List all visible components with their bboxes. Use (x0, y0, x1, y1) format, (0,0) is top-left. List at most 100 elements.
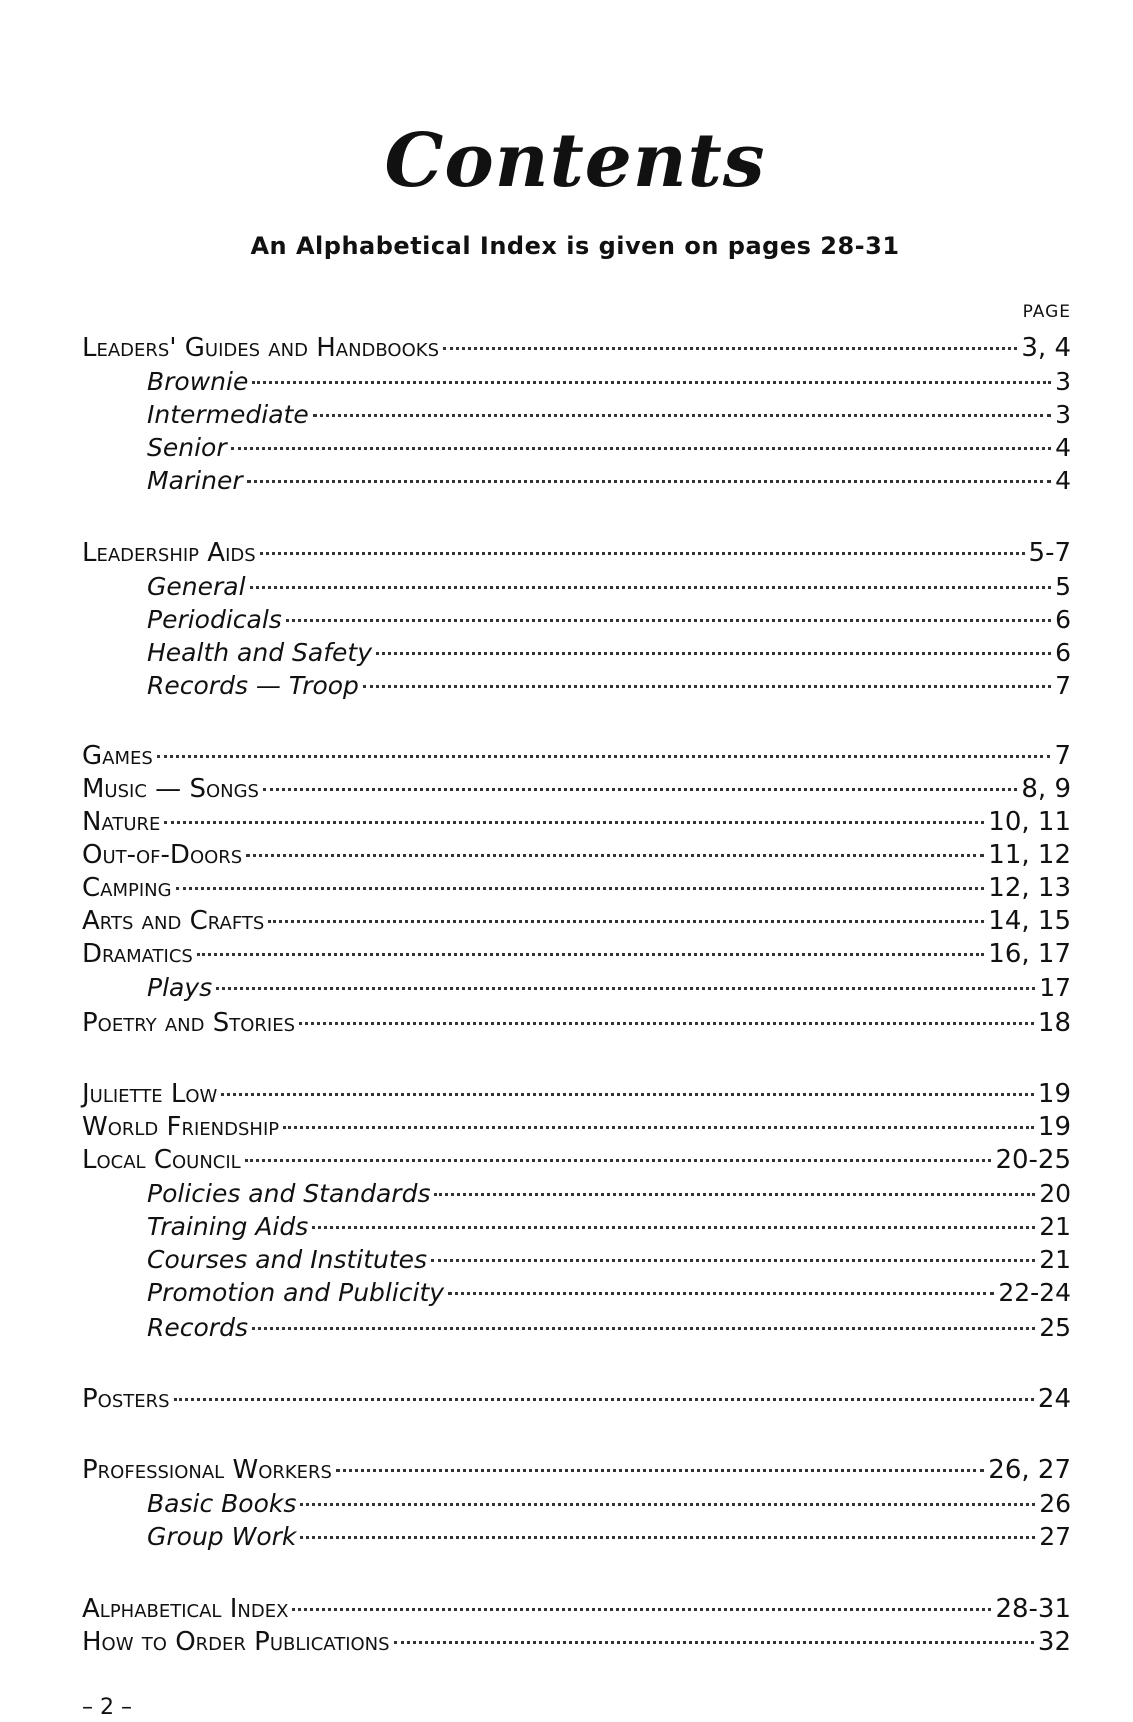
toc-entry-page: 26 (1039, 1489, 1071, 1519)
toc-entry: Local Council 20-25 (82, 1144, 1071, 1177)
toc-entry-page: 21 (1039, 1212, 1071, 1241)
toc-entry-page: 12, 13 (988, 873, 1071, 904)
toc-entry-page: 24 (1037, 1383, 1071, 1414)
toc-entry: Leadership Aids 5-7 (82, 537, 1071, 570)
toc-entry: Basic Books 26 (147, 1487, 1071, 1520)
dot-leader (173, 1397, 1034, 1401)
toc-entry: Courses and Institutes 21 (147, 1243, 1071, 1276)
toc-entry-page: 20-25 (995, 1145, 1071, 1175)
dot-leader (285, 618, 1052, 622)
toc-entry: Records 25 (147, 1311, 1071, 1344)
dot-leader (312, 1226, 1036, 1229)
toc-entry-label: Policies and Standards (147, 1179, 431, 1208)
toc-entry-label: World Friendship (82, 1112, 280, 1142)
toc-entry-label: Out-of-Doors (82, 840, 243, 871)
dot-leader (164, 821, 985, 825)
toc-entry-page: 27 (1039, 1522, 1071, 1552)
toc-entry-page: 3 (1055, 400, 1071, 430)
toc-entry-page: 8, 9 (1021, 774, 1071, 805)
toc-entry-label: Intermediate (147, 400, 309, 430)
toc-entry-label: Camping (82, 873, 172, 904)
page-number-footer: – 2 – (82, 1695, 132, 1720)
dot-leader (443, 347, 1018, 351)
toc-entry-label: Training Aids (147, 1212, 309, 1241)
dot-leader (393, 1640, 1034, 1644)
toc-entry: Intermediate 3 (147, 398, 1071, 431)
toc-entry-label: Plays (147, 973, 213, 1003)
toc-entry: Brownie 3 (147, 365, 1071, 398)
toc-entry-label: Records — Troop (147, 670, 359, 700)
dot-leader (252, 381, 1052, 385)
toc-entry-page: 26, 27 (988, 1455, 1071, 1486)
toc-entry-label: Senior (147, 433, 227, 463)
dot-leader (216, 987, 1036, 991)
toc-entry-page: 19 (1037, 1079, 1071, 1109)
toc-entry: Promotion and Publicity 22-24 (147, 1276, 1071, 1309)
toc-entry-label: Mariner (147, 466, 243, 496)
toc-entry-label: Promotion and Publicity (147, 1278, 445, 1307)
toc-entry-page: 22-24 (998, 1278, 1071, 1307)
dot-leader (249, 585, 1052, 589)
dot-leader (283, 1126, 1034, 1129)
toc-entry-page: 11, 12 (988, 840, 1071, 871)
dot-leader (299, 1021, 1034, 1025)
toc-entry: Policies and Standards 20 (147, 1177, 1071, 1210)
toc-entry-page: 6 (1055, 604, 1071, 634)
toc-entry-page: 3, 4 (1021, 333, 1071, 364)
toc-entry-page: 25 (1039, 1313, 1071, 1343)
toc-entry-page: 19 (1037, 1112, 1071, 1142)
dot-leader (434, 1193, 1036, 1196)
dot-leader (268, 920, 985, 924)
dot-leader (300, 1536, 1036, 1540)
toc-entry-label: Juliette Low (82, 1079, 218, 1109)
toc-entry: Out-of-Doors 11, 12 (82, 839, 1071, 872)
toc-entry-label: Nature (82, 807, 161, 838)
toc-entry: Camping 12, 13 (82, 872, 1071, 905)
toc-entry-page: 16, 17 (988, 939, 1071, 970)
dot-leader (300, 1503, 1036, 1507)
toc-entry: How to Order Publications 32 (82, 1626, 1071, 1659)
toc-entry: Leaders' Guides and Handbooks 3, 4 (82, 332, 1071, 365)
dot-leader (292, 1607, 992, 1611)
toc-entry: Dramatics 16, 17 (82, 938, 1071, 971)
toc-entry-page: 7 (1054, 741, 1071, 772)
toc-entry: Alphabetical Index 28-31 (82, 1593, 1071, 1626)
toc-entry-label: Professional Workers (82, 1455, 332, 1486)
dot-leader (259, 551, 1025, 555)
dot-leader (262, 788, 1018, 792)
toc-entry-page: 14, 15 (988, 906, 1071, 937)
toc-entry-page: 3 (1055, 367, 1071, 397)
subtitle: An Alphabetical Index is given on pages … (250, 232, 900, 260)
dot-leader (312, 414, 1052, 418)
dot-leader (246, 854, 985, 858)
toc-entry: Music — Songs 8, 9 (82, 773, 1071, 806)
toc-entry: Juliette Low 19 (82, 1078, 1071, 1111)
toc-entry-label: Posters (82, 1383, 170, 1414)
toc-entry-label: Music — Songs (82, 774, 259, 805)
toc-entry-page: 5 (1055, 571, 1071, 601)
toc-entry-label: How to Order Publications (82, 1626, 390, 1657)
toc-entry: Mariner 4 (147, 464, 1071, 497)
toc-entry-label: Games (82, 741, 153, 772)
toc-entry-page: 21 (1039, 1245, 1071, 1274)
toc-entry-label: Leadership Aids (82, 537, 256, 568)
toc-entry-label: Dramatics (82, 939, 193, 970)
dot-leader (362, 684, 1052, 688)
toc-entry-page: 10, 11 (988, 807, 1071, 838)
toc-entry: Games 7 (82, 740, 1071, 773)
toc-entry: Records — Troop 7 (147, 669, 1071, 702)
toc-entry: Training Aids 21 (147, 1210, 1071, 1243)
toc-entry: Professional Workers 26, 27 (82, 1454, 1071, 1487)
dot-leader (246, 480, 1052, 484)
dot-leader (221, 1093, 1034, 1096)
toc-entry: Nature 10, 11 (82, 806, 1071, 839)
toc-entry-page: 20 (1039, 1179, 1071, 1208)
toc-entry: General 5 (147, 570, 1071, 603)
toc-entry-page: 5-7 (1028, 537, 1071, 568)
toc-entry-page: 4 (1055, 466, 1071, 496)
toc-entry-label: Periodicals (147, 604, 282, 634)
dot-leader (156, 755, 1051, 759)
toc-entry: Posters 24 (82, 1383, 1071, 1416)
toc-entry: Periodicals 6 (147, 603, 1071, 636)
dot-leader (376, 651, 1052, 655)
